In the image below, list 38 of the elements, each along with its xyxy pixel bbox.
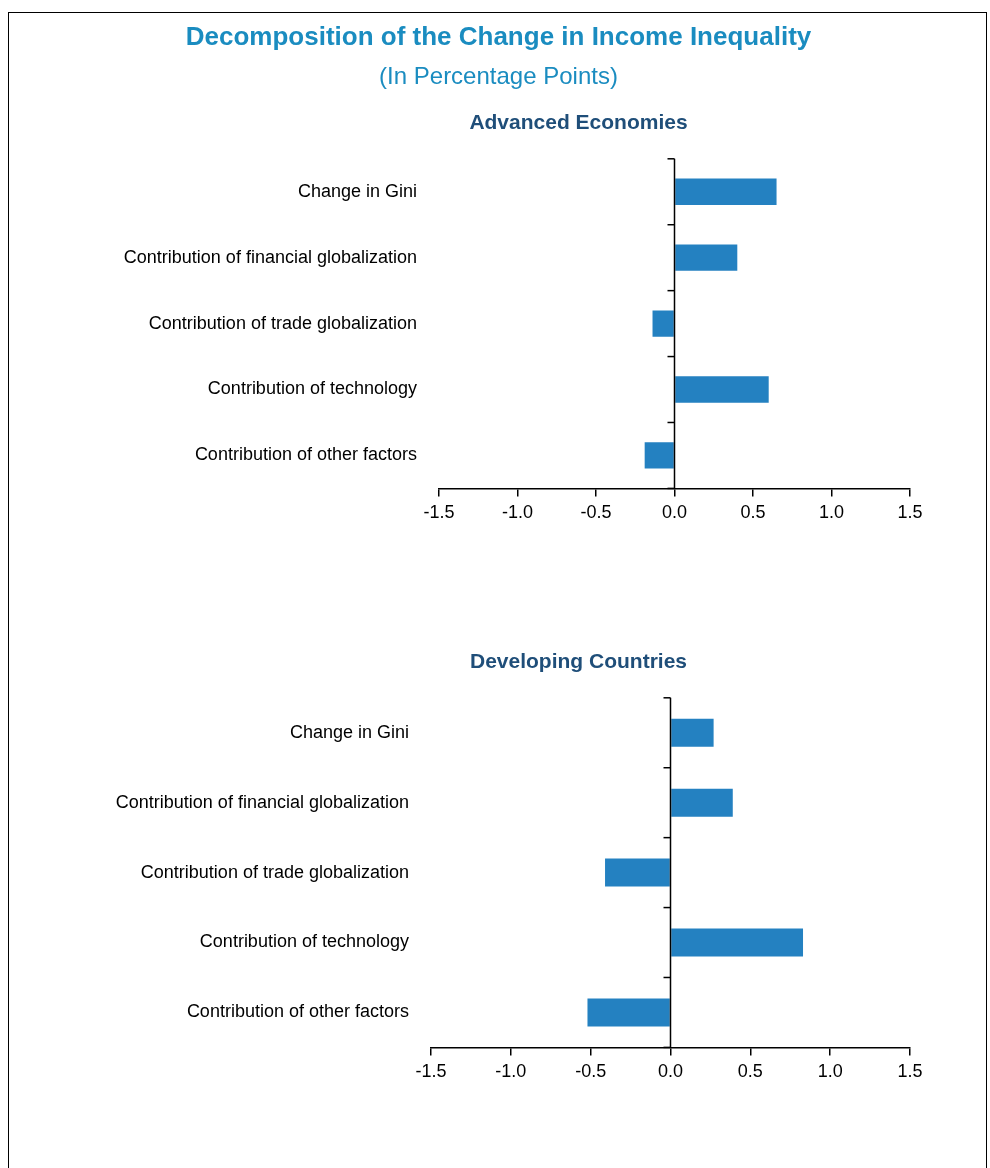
x-tick-label: 0.5 [737,1061,763,1082]
x-tick-label: -1.0 [501,502,534,523]
bar [652,310,674,337]
y-tick-label: Contribution of trade globalization [148,312,417,333]
text: Advanced Economies [468,110,689,134]
bar [644,442,674,469]
y-tick-label: Contribution of technology [207,378,417,399]
x-tick-label: 1.0 [818,502,845,523]
y-tick-label: Change in Gini [289,721,409,742]
x-tick-label: -1.5 [423,502,455,523]
bar [671,928,804,957]
bar [671,788,733,817]
x-tick-label: -0.5 [575,1061,607,1082]
x-tick-label: -1.0 [495,1061,527,1082]
x-tick-label: 0.0 [661,502,688,523]
x-tick-label: 1.0 [817,1061,843,1082]
y-tick-label: Contribution of trade globalization [140,861,409,882]
y-tick-label: Change in Gini [297,180,417,201]
x-tick-label: -1.5 [415,1061,447,1082]
x-tick-label: 1.5 [897,1061,923,1082]
y-tick-label: Contribution of other factors [194,444,417,465]
chart-title: Developing Countries [469,649,688,673]
y-tick-label: Contribution of financial globalization [123,246,417,267]
x-tick-label: 0.0 [657,1061,684,1082]
x-tick-label: -0.5 [580,502,612,523]
y-tick-label: Contribution of financial globalization [115,791,409,812]
bar [587,998,670,1027]
bar [675,244,738,271]
bar [675,376,769,403]
x-tick-label: 1.5 [897,502,923,523]
x-tick-label: 0.5 [740,502,766,523]
y-tick-label: Contribution of other factors [186,1001,409,1022]
chart-title: Decomposition of the Change in Income Inequality [184,21,813,52]
bar [671,718,714,747]
bar [605,858,670,887]
chart-subtitle: (In Percentage Points) [378,62,619,90]
bar [675,178,777,205]
y-tick-label: Contribution of technology [199,931,409,952]
